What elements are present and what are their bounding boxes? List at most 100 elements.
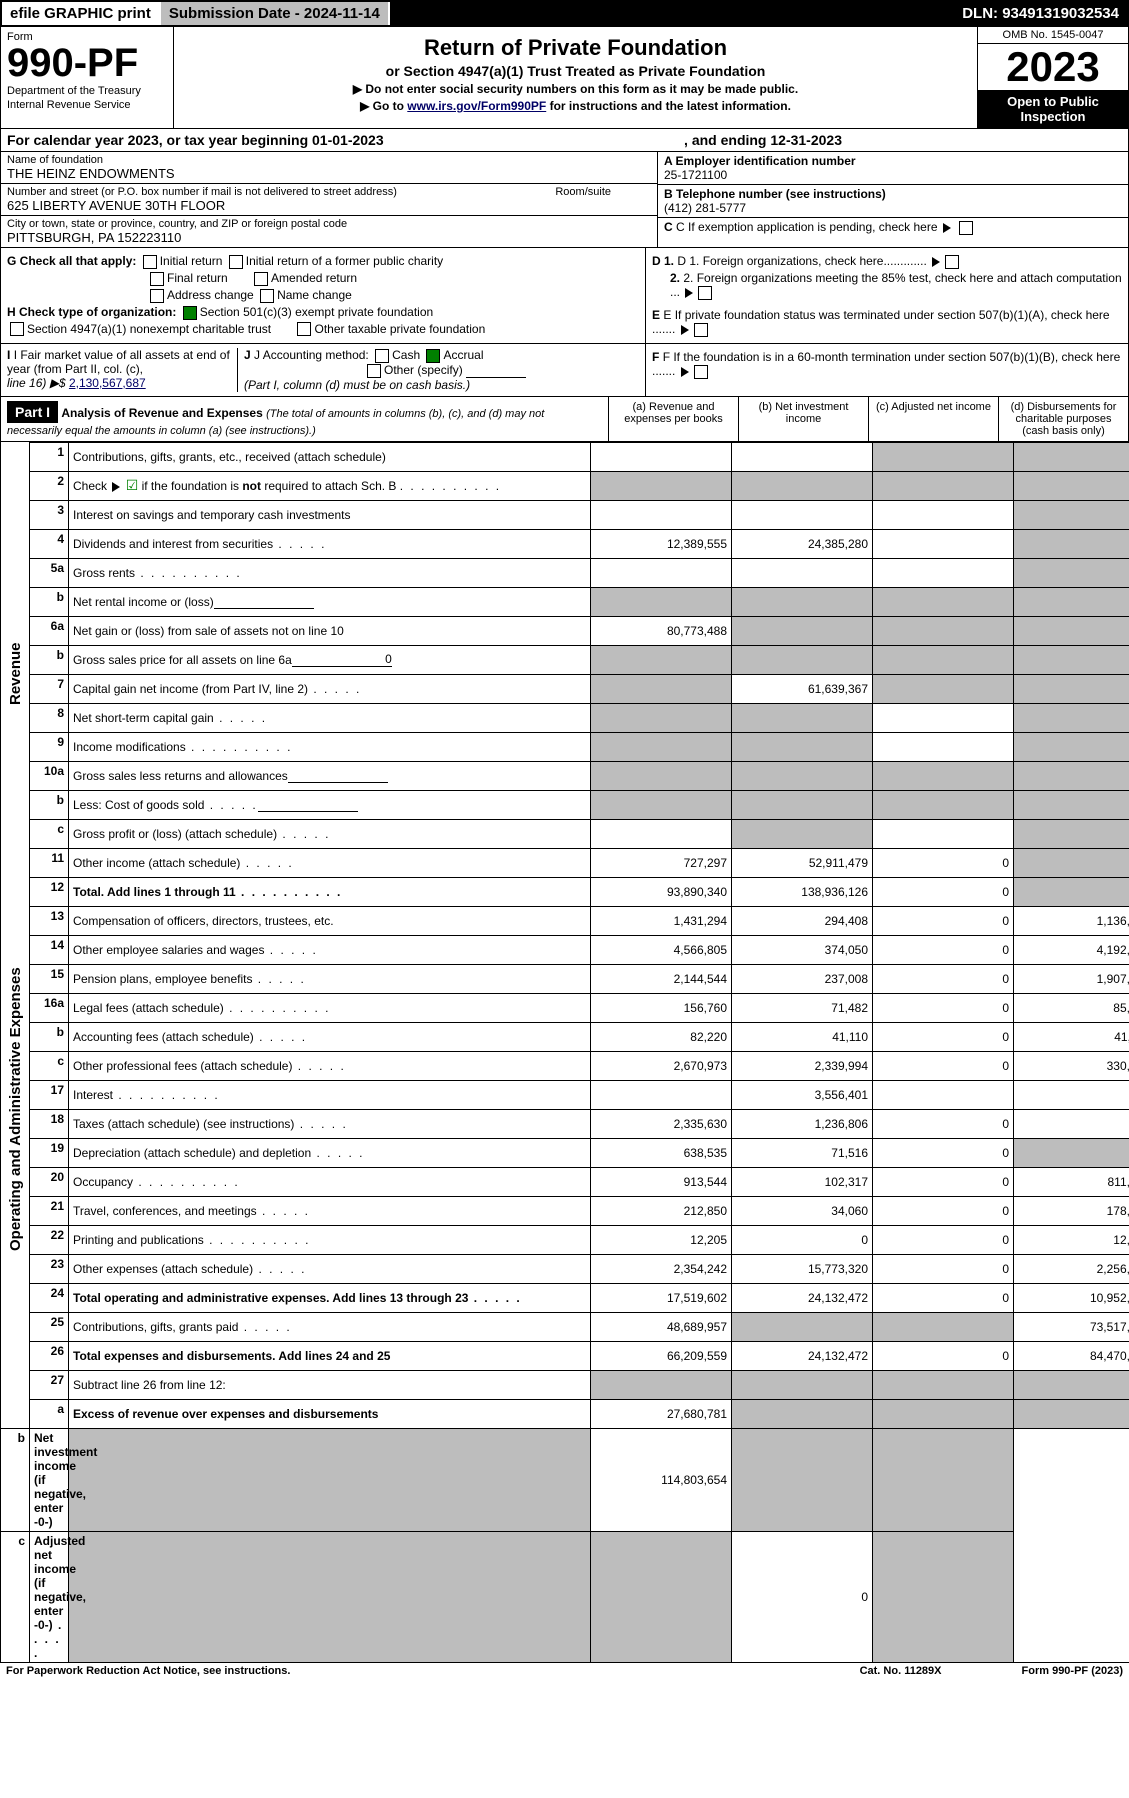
part1-table: Revenue1Contributions, gifts, grants, et…	[0, 442, 1129, 1663]
checkbox-addr-change[interactable]	[150, 289, 164, 303]
checkbox-final[interactable]	[150, 272, 164, 286]
form-title-block: Return of Private Foundation or Section …	[174, 27, 977, 128]
line-number: 12	[30, 877, 69, 906]
form-number: 990-PF	[7, 43, 167, 83]
line-label: Travel, conferences, and meetings	[69, 1196, 591, 1225]
h-row: H Check type of organization: Section 50…	[7, 305, 639, 320]
cell-a: 1,431,294	[591, 906, 732, 935]
checkbox-4947[interactable]	[10, 322, 24, 336]
cell-c: 0	[873, 1167, 1014, 1196]
table-row: 23Other expenses (attach schedule)2,354,…	[1, 1254, 1129, 1283]
table-row: 19Depreciation (attach schedule) and dep…	[1, 1138, 1129, 1167]
efile-label[interactable]: efile GRAPHIC print	[2, 2, 161, 25]
irs-link[interactable]: www.irs.gov/Form990PF	[407, 99, 546, 113]
revenue-side-label: Revenue	[1, 442, 30, 906]
cell-c	[873, 674, 1014, 703]
table-row: cGross profit or (loss) (attach schedule…	[1, 819, 1129, 848]
line-number: 18	[30, 1109, 69, 1138]
line-label: Income modifications	[69, 732, 591, 761]
cell-a	[591, 732, 732, 761]
table-row: 17Interest3,556,401	[1, 1080, 1129, 1109]
link-note: ▶ Go to www.irs.gov/Form990PF for instru…	[180, 99, 971, 113]
cell-d	[1014, 790, 1129, 819]
cell-b: 15,773,320	[732, 1254, 873, 1283]
cell-d: 1,136,886	[1014, 906, 1129, 935]
checkbox-other-tax[interactable]	[297, 322, 311, 336]
cell-a	[591, 819, 732, 848]
cell-d	[1014, 500, 1129, 529]
checkbox-amended[interactable]	[254, 272, 268, 286]
arrow-icon	[681, 367, 689, 377]
cell-b	[732, 558, 873, 587]
cell-b: 24,385,280	[732, 529, 873, 558]
cell-a	[591, 442, 732, 471]
fmv-amount[interactable]: 2,130,567,687	[69, 376, 146, 390]
d1-row: D 1. D 1. Foreign organizations, check h…	[652, 254, 1122, 269]
cell-c	[873, 558, 1014, 587]
table-row: 2Check ☑ if the foundation is not requir…	[1, 471, 1129, 500]
line-label: Net rental income or (loss)	[69, 587, 591, 616]
line-label: Check ☑ if the foundation is not require…	[69, 471, 591, 500]
cell-a: 638,535	[591, 1138, 732, 1167]
cell-d	[873, 1428, 1014, 1531]
line-number: 4	[30, 529, 69, 558]
form-subtitle: or Section 4947(a)(1) Trust Treated as P…	[180, 63, 971, 79]
cell-c: 0	[873, 906, 1014, 935]
cell-d: 10,952,867	[1014, 1283, 1129, 1312]
cell-d	[1014, 587, 1129, 616]
cell-c	[732, 1428, 873, 1531]
checkbox-initial-former[interactable]	[229, 255, 243, 269]
dept-treasury: Department of the Treasury	[7, 85, 167, 97]
cell-d: 330,979	[1014, 1051, 1129, 1080]
checkbox-name-change[interactable]	[260, 289, 274, 303]
checkbox-other-method[interactable]	[367, 364, 381, 378]
form-header: Form 990-PF Department of the Treasury I…	[0, 27, 1129, 129]
line-number: 15	[30, 964, 69, 993]
cell-a	[591, 1370, 732, 1399]
cell-a: 17,519,602	[591, 1283, 732, 1312]
line-label: Total operating and administrative expen…	[69, 1283, 591, 1312]
checkbox-d2[interactable]	[698, 286, 712, 300]
dln: DLN: 93491319032534	[954, 2, 1127, 25]
checkbox-d1[interactable]	[945, 255, 959, 269]
checkbox-accrual[interactable]	[426, 349, 440, 363]
cell-a: 27,680,781	[591, 1399, 732, 1428]
checkbox-501c3[interactable]	[183, 306, 197, 320]
line-label: Printing and publications	[69, 1225, 591, 1254]
d2-row: 2. 2. Foreign organizations meeting the …	[652, 271, 1122, 300]
cell-a: 727,297	[591, 848, 732, 877]
checkbox-e[interactable]	[694, 323, 708, 337]
cell-b	[732, 732, 873, 761]
line-label: Contributions, gifts, grants paid	[69, 1312, 591, 1341]
table-row: 7Capital gain net income (from Part IV, …	[1, 674, 1129, 703]
checkbox-f[interactable]	[694, 365, 708, 379]
cell-a: 93,890,340	[591, 877, 732, 906]
cell-b: 34,060	[732, 1196, 873, 1225]
line-number: b	[30, 587, 69, 616]
cell-a: 66,209,559	[591, 1341, 732, 1370]
line-number: 5a	[30, 558, 69, 587]
table-row: 18Taxes (attach schedule) (see instructi…	[1, 1109, 1129, 1138]
paperwork-notice: For Paperwork Reduction Act Notice, see …	[6, 1665, 290, 1677]
cell-b: 41,110	[732, 1022, 873, 1051]
line-number: 3	[30, 500, 69, 529]
cell-d: 41,110	[1014, 1022, 1129, 1051]
ssn-note: ▶ Do not enter social security numbers o…	[180, 82, 971, 96]
checkbox-c[interactable]	[959, 221, 973, 235]
table-row: aExcess of revenue over expenses and dis…	[1, 1399, 1129, 1428]
cell-d	[1014, 471, 1129, 500]
cell-a: 12,205	[591, 1225, 732, 1254]
checkbox-initial[interactable]	[143, 255, 157, 269]
cell-d: 178,789	[1014, 1196, 1129, 1225]
cell-b: 114,803,654	[591, 1428, 732, 1531]
col-b-hdr: (b) Net investment income	[739, 397, 869, 441]
line-label: Gross sales less returns and allowances	[69, 761, 591, 790]
line-number: 25	[30, 1312, 69, 1341]
cell-d: 12,205	[1014, 1225, 1129, 1254]
checkbox-cash[interactable]	[375, 349, 389, 363]
line-number: b	[30, 645, 69, 674]
cell-d	[1014, 616, 1129, 645]
part1-title: Analysis of Revenue and Expenses	[61, 406, 262, 420]
cell-d	[1014, 1399, 1129, 1428]
cell-a	[69, 1531, 591, 1662]
